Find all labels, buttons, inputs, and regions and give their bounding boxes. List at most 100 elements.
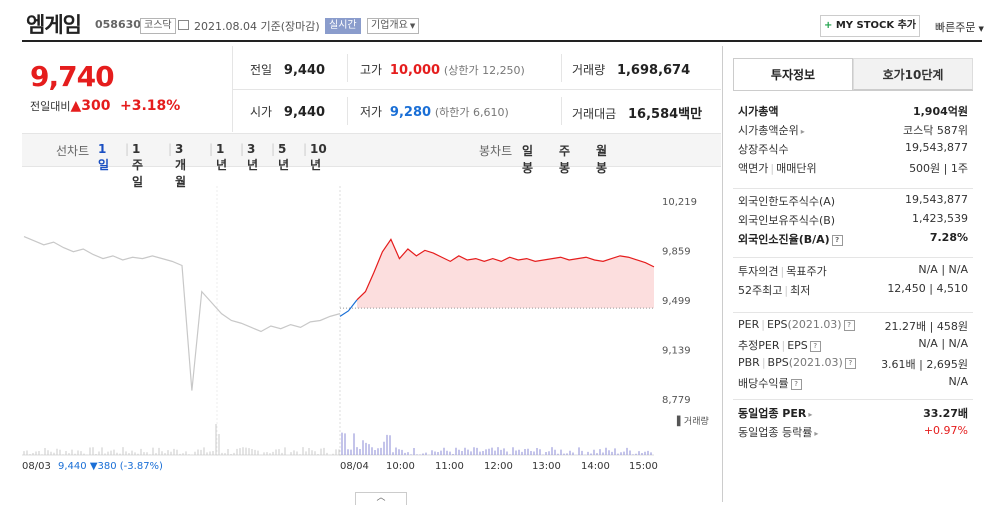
invest-row-value: N/A (948, 375, 968, 388)
plus-icon: + (823, 20, 833, 31)
invest-row-value: 19,543,877 (905, 141, 968, 154)
invest-row-label: 외국인한도주식수(A) (738, 195, 836, 208)
stock-name: 엠게임 (26, 13, 82, 37)
chevron-right-icon: ▸ (814, 429, 819, 438)
divider (561, 97, 562, 125)
chevron-down-icon: ▼ (409, 22, 416, 30)
invest-row: 외국인보유주식수(B) 1,423,539 (738, 212, 968, 230)
invest-row-value: +0.97% (923, 424, 968, 437)
help-icon[interactable]: ? (790, 378, 802, 390)
prev-day-change: ▼380 (-3.87%) (87, 461, 163, 472)
x-tick-label: 08/04 (340, 461, 369, 472)
x-tick-label: 11:00 (435, 461, 464, 472)
open-label: 시가 (250, 105, 273, 119)
tab-invest-info[interactable]: 투자정보 (733, 58, 853, 90)
period-tab[interactable]: 1주일 (132, 142, 144, 189)
base-date: 2021.08.04 기준(장마감) (194, 20, 320, 33)
invest-row-value: 1,423,539 (912, 212, 968, 225)
y-tick-label: 10,219 (662, 197, 697, 208)
price-change: 전일대비▲300 +3.18% (30, 98, 180, 114)
volume-legend: ▌거래량 (676, 415, 709, 427)
help-icon[interactable]: ? (831, 234, 843, 246)
lower-limit: (하한가 6,610) (434, 106, 509, 119)
help-icon[interactable]: ? (843, 319, 855, 331)
chevron-right-icon: ▸ (808, 410, 813, 419)
group-divider (733, 399, 973, 400)
invest-row-label: 시가총액 (738, 105, 779, 118)
invest-row-value: 12,450 | 4,510 (887, 282, 968, 295)
low-label: 저가 (360, 105, 383, 119)
realtime-button[interactable]: 실시간 (325, 18, 361, 34)
period-bar: 선차트 1일 | 1주일 | 3개월 | 1년 | 3년 | 5년 | 10년 봉차트 일봉 주봉 월봉 (22, 133, 721, 189)
chevron-right-icon: ▸ (800, 127, 805, 136)
invest-row-label: 배당수익률? (738, 375, 802, 391)
invest-row-label: 상장주식수 (738, 143, 789, 156)
invest-row-label: PBR | BPS(2021.03)? (738, 356, 856, 369)
help-icon[interactable]: ? (844, 357, 856, 369)
separator: | (303, 142, 308, 156)
change-label: 전일대비 (30, 100, 71, 113)
invest-row: PBR | BPS(2021.03)? 3.61배 | 2,695원 (738, 356, 968, 374)
tab-underline (733, 90, 973, 91)
amount-label: 거래대금 (572, 107, 617, 121)
invest-row[interactable]: 시가총액순위 ▸ 코스닥 587위 (738, 122, 968, 140)
invest-row-label: 52주최고 | 최저 (738, 284, 811, 297)
candle-tab[interactable]: 월봉 (596, 144, 608, 175)
low-price: 저가 9,280 (하한가 6,610) (360, 103, 509, 120)
period-tab[interactable]: 3개월 (175, 142, 187, 189)
company-overview-dropdown[interactable]: 기업개요 ▼ (367, 18, 420, 34)
period-tab[interactable]: 5년 (278, 142, 290, 172)
collapse-toggle[interactable]: ︿ (355, 492, 407, 505)
prev-close: 전일 9,440 (250, 61, 325, 78)
candle-tab[interactable]: 일봉 (522, 144, 534, 175)
prev-day-line (23, 236, 341, 391)
x-tick-label: 14:00 (581, 461, 610, 472)
group-divider (733, 312, 973, 313)
separator: | (209, 142, 214, 156)
y-tick-label: 8,779 (662, 395, 691, 406)
candle-chart-label: 봉차트 (479, 144, 513, 158)
period-tab[interactable]: 3년 (247, 142, 259, 172)
help-icon[interactable]: ? (809, 340, 821, 352)
divider (347, 54, 348, 82)
invest-row-value: N/A | N/A (918, 337, 968, 350)
prev-day-price: 9,440 (58, 461, 87, 472)
my-stock-add-button[interactable]: + MY STOCK 추가 (820, 15, 920, 37)
invest-row-label: 시가총액순위 ▸ (738, 124, 805, 137)
up-arrow-icon: ▲ (70, 98, 82, 114)
invest-row[interactable]: 동일업종 PER ▸ 33.27배 (738, 405, 968, 423)
invest-row: 추정PER | EPS? N/A | N/A (738, 337, 968, 355)
invest-row-value: 코스닥 587위 (903, 124, 968, 137)
change-value: 300 (81, 98, 111, 114)
volume-label: 거래량 (572, 63, 606, 77)
quick-order-label: 빠른주문 (935, 21, 976, 34)
invest-row[interactable]: 동일업종 등락률 ▸ +0.97% (738, 424, 968, 442)
prev-close-value: 9,440 (283, 63, 326, 78)
x-tick-label: 12:00 (484, 461, 513, 472)
separator: | (168, 142, 173, 156)
candle-tab[interactable]: 주봉 (559, 144, 571, 175)
prev-day-summary: 9,440 ▼380 (-3.87%) (58, 461, 163, 472)
period-tab[interactable]: 1년 (216, 142, 228, 172)
quick-order-button[interactable]: 빠른주문 ▼ (935, 19, 984, 35)
group-divider (733, 257, 973, 258)
x-tick-label: 13:00 (532, 461, 561, 472)
period-tab[interactable]: 10년 (310, 142, 327, 172)
upper-limit: (상한가 12,250) (443, 64, 525, 77)
invest-row-label: PER | EPS(2021.03)? (738, 318, 855, 331)
divider (347, 97, 348, 125)
my-stock-label: MY STOCK 추가 (832, 20, 917, 31)
price-chart[interactable]: 10,219 9,859 9,499 9,139 8,779 ▌거래량 08/03 08/04… (22, 166, 722, 492)
period-tab[interactable]: 1일 (98, 142, 110, 172)
invest-row-label: 동일업종 등락률 ▸ (738, 426, 819, 439)
group-divider (733, 188, 973, 189)
price-area-fill (356, 239, 654, 309)
amount-unit: 백만 (678, 107, 703, 122)
invest-row-label: 액면가 | 매매단위 (738, 162, 817, 175)
divider (561, 54, 562, 82)
x-tick-label: 10:00 (386, 461, 415, 472)
tab-hoga-10[interactable]: 호가10단계 (853, 58, 973, 90)
invest-row-label: 외국인소진율(B/A)? (738, 231, 843, 247)
today-line-down (339, 299, 358, 317)
separator: | (125, 142, 130, 156)
